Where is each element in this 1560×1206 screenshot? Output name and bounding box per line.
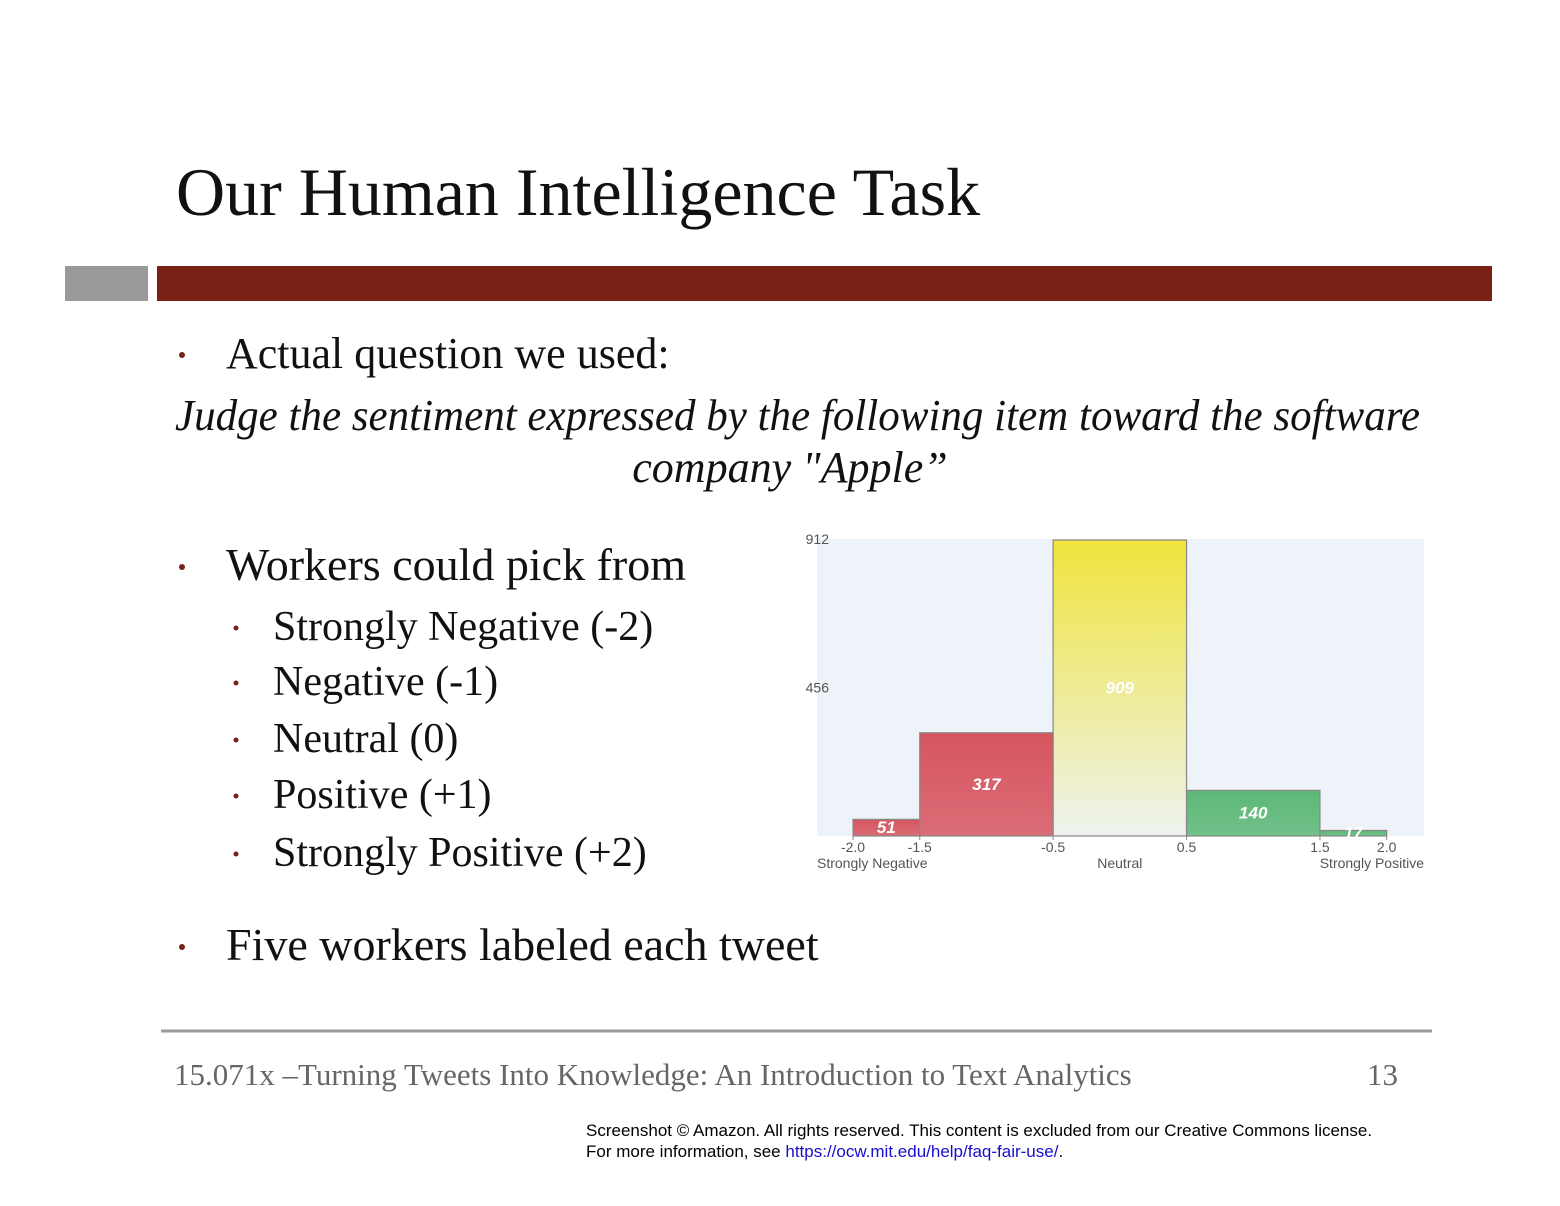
category-label: Strongly Positive [1320,855,1424,871]
x-tick-label: 1.5 [1310,839,1330,855]
sub-bullet [233,625,239,631]
value-label: 317 [972,775,1002,794]
value-label: 51 [877,818,896,837]
title-bar-gray [65,266,148,301]
bar [1052,539,1188,837]
bullet-text: Actual question we used: [226,329,670,378]
option-text: Strongly Positive (+2) [273,830,647,876]
x-tick-label: -1.5 [908,839,932,855]
category-label: Neutral [1097,855,1142,871]
bar [919,732,1054,837]
notice-line: Screenshot © Amazon. All rights reserved… [586,1121,1372,1140]
histogram: 51 Strongly Negative 317 909 Neutral 140 17 Str… [806,531,1425,871]
slide-title: Our Human Intelligence Task [176,154,980,230]
title-bar-red [157,266,1492,301]
bullet [179,564,185,570]
x-tick-label: -0.5 [1041,839,1065,855]
sub-bullet [233,793,239,799]
x-tick-label: -2.0 [841,839,865,855]
question-line: Judge the sentiment expressed by the fol… [175,391,1420,440]
bar [1319,829,1388,837]
y-tick-label: 456 [806,680,830,696]
sub-bullet [233,851,239,857]
x-tick-label: 2.0 [1377,839,1397,855]
option-text: Positive (+1) [273,772,492,818]
bullet-text: Five workers labeled each tweet [226,919,819,970]
footer-text: 15.071x –Turning Tweets Into Knowledge: … [174,1057,1132,1092]
option-list: Strongly Negative (-2) Negative (-1) Neutr… [233,604,653,876]
value-label: 140 [1239,804,1268,823]
notice-text: For more information, see [586,1142,785,1161]
value-label: 17 [1344,824,1364,843]
sub-bullet [233,680,239,686]
value-label: 909 [1106,678,1135,697]
option-text: Neutral (0) [273,716,458,762]
notice-text: . [1058,1142,1063,1161]
sub-bullet [233,737,239,743]
notice-line: For more information, see https://ocw.mi… [586,1142,1063,1161]
option-text: Strongly Negative (-2) [273,604,653,650]
bullet-text: Workers could pick from [226,539,686,590]
y-tick-label: 912 [806,531,830,547]
page-number: 13 [1367,1057,1398,1092]
notice-link[interactable]: https://ocw.mit.edu/help/faq-fair-use/ [785,1142,1058,1161]
option-text: Negative (-1) [273,659,498,705]
bullet [179,944,185,950]
x-tick-label: 0.5 [1177,839,1197,855]
category-label: Strongly Negative [817,855,928,871]
bullet [179,352,185,358]
bar [1185,789,1321,837]
question-line: company "Apple” [632,443,947,492]
